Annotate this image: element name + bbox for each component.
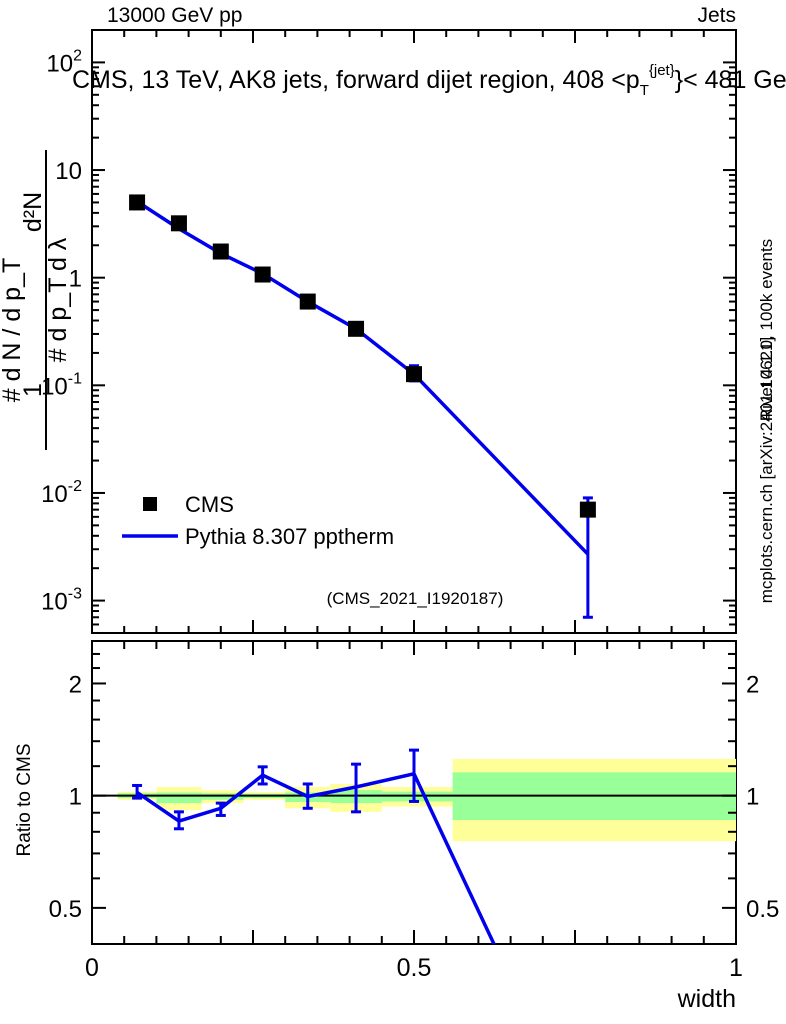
y-axis-label-denominator: # d N / d p_T	[0, 258, 26, 403]
x-tick-label: 1	[729, 954, 743, 982]
rivet-version-label: Rivet 4.1.0, 100k events	[757, 239, 776, 421]
main-axis-ticks	[91, 29, 737, 634]
svg-text:1: 1	[69, 266, 82, 293]
y-axis-label-denominator2: # d p_T d λ	[44, 237, 72, 362]
svg-text:10-2: 10-2	[41, 478, 82, 508]
x-tick-label: 0.5	[397, 954, 432, 982]
ratio-axis-label: Ratio to CMS	[14, 744, 35, 857]
svg-text:0.5: 0.5	[746, 896, 779, 923]
inner-band	[156, 792, 202, 804]
svg-text:1: 1	[69, 784, 82, 811]
legend-label: Pythia 8.307 pptherm	[185, 524, 394, 549]
ratio-plot-data	[132, 748, 496, 944]
mcplots-source-label: mcplots.cern.ch [arXiv:2401.10621]	[757, 337, 776, 603]
x-tick-label: 0	[85, 954, 99, 982]
x-axis-label: width	[677, 985, 736, 1013]
svg-text:10-1: 10-1	[41, 370, 82, 400]
legend-marker	[143, 497, 157, 511]
data-point	[579, 501, 596, 518]
data-point	[406, 366, 422, 383]
svg-text:0.5: 0.5	[49, 896, 82, 923]
y-axis-label: # d N / d p_T	[0, 258, 26, 403]
main-plot-data	[129, 194, 596, 619]
main-y-tick-labels: 102 10 1 10-1 10-2 10-3	[41, 47, 82, 615]
y-axis-label-one: 1	[19, 383, 47, 397]
data-point	[348, 320, 365, 337]
svg-text:10: 10	[55, 158, 82, 185]
legend-label: CMS	[185, 492, 234, 517]
header-beam-label: 13000 GeV pp	[107, 4, 242, 27]
data-point	[212, 243, 229, 260]
data-point	[129, 194, 146, 211]
x-tick-labels: 0 0.5 1	[85, 954, 743, 982]
ratio-axis-ticks	[91, 640, 737, 945]
analysis-id-watermark: (CMS_2021_I1920187)	[327, 589, 504, 608]
svg-text:2: 2	[746, 671, 759, 698]
data-point	[170, 215, 187, 232]
svg-text:10-3: 10-3	[41, 586, 82, 616]
ratio-y-tick-labels: 2 2 1 1 0.5 0.5	[49, 671, 780, 922]
svg-text:102: 102	[46, 47, 82, 77]
header-category-label: Jets	[697, 4, 736, 27]
data-point	[299, 293, 316, 310]
plot-title: CMS, 13 TeV, AK8 jets, forward dijet reg…	[72, 62, 786, 99]
svg-text:2: 2	[69, 671, 82, 698]
legend: CMS Pythia 8.307 pptherm	[122, 492, 394, 549]
svg-text:1: 1	[746, 784, 759, 811]
y-axis-label-fraction: d²N 1 # d p_T d λ	[19, 150, 72, 450]
y-axis-label-numerator: d²N	[19, 192, 47, 232]
data-point	[254, 266, 271, 283]
plot-title-text: CMS, 13 TeV, AK8 jets, forward dijet reg…	[72, 62, 786, 99]
